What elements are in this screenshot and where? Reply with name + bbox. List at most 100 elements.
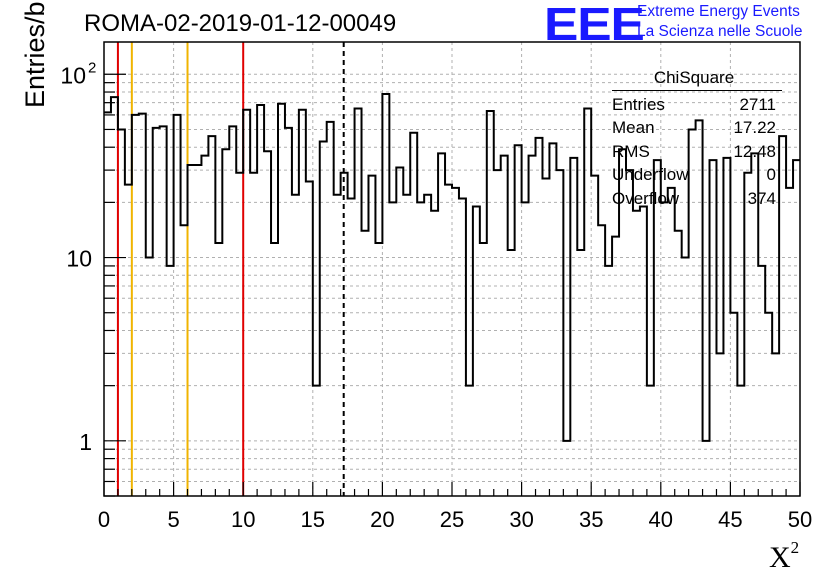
eee-logo: EEE [544, 0, 645, 50]
y-tick-label-exponent: 2 [88, 59, 96, 76]
histogram-bin [250, 173, 257, 496]
histogram-bin [278, 104, 285, 496]
x-tick-label: 20 [370, 507, 394, 532]
histogram-bin [313, 386, 320, 496]
histogram-bin [591, 176, 598, 496]
y-tick-label: 1 [79, 429, 92, 455]
histogram-bin [654, 160, 661, 496]
histogram-bin [292, 195, 299, 496]
histogram-bin [772, 353, 779, 496]
logo-line-2: La Scienza nelle Scuole [637, 23, 803, 40]
histogram-bin [382, 94, 389, 496]
axis-ticks [103, 73, 801, 497]
stats-row-mean: Mean 17.22 [612, 118, 776, 137]
histogram-bin [396, 167, 403, 496]
histogram-bin [243, 110, 250, 496]
histogram-bin [501, 156, 508, 496]
histogram-bin [285, 128, 292, 496]
histogram-bin [389, 202, 396, 496]
histogram-bin [786, 188, 793, 496]
histogram-bin [675, 231, 682, 496]
histogram-bin [549, 143, 556, 496]
histogram-bin [334, 195, 341, 496]
histogram-bin [181, 225, 188, 496]
histogram-bin [466, 386, 473, 496]
histogram-bin [368, 176, 375, 496]
stats-box: ChiSquare Entries 2711 Mean 17.22 RMS 12.48… [612, 66, 782, 210]
histogram-bin [647, 386, 654, 496]
histogram-bin [348, 198, 355, 496]
x-tick-label: 30 [509, 507, 533, 532]
histogram-bin [327, 122, 334, 496]
histogram-bin [459, 198, 466, 496]
histogram-bin [487, 111, 494, 496]
grid [104, 42, 800, 497]
histogram-bin [584, 109, 591, 496]
histogram-bin [480, 243, 487, 496]
histogram-bin [153, 128, 160, 496]
histogram-bin [160, 126, 167, 496]
histogram-bin [424, 195, 431, 496]
histogram-bin [375, 243, 382, 496]
histogram-bin [556, 170, 563, 496]
stats-row-entries: Entries 2711 [612, 94, 776, 114]
histogram-bin [668, 188, 675, 496]
histogram-bin [633, 211, 640, 496]
histogram-bin [362, 231, 369, 496]
histogram-bin [640, 206, 647, 496]
histogram-bin [125, 185, 132, 496]
histogram-bin [229, 126, 236, 496]
histogram-bin [167, 266, 174, 496]
histogram-bin [682, 258, 689, 496]
histogram-bin [208, 136, 215, 496]
chart-title: ROMA-02-2019-01-12-00049 [84, 10, 397, 37]
histogram-bin [257, 105, 264, 496]
histogram-bin [215, 243, 222, 496]
histogram-bin [710, 160, 717, 496]
histogram-bin [758, 266, 765, 496]
histogram-bin [744, 173, 751, 496]
histogram-bin [529, 156, 536, 496]
histogram-bin [264, 151, 271, 496]
histogram-bin [536, 138, 543, 496]
x-tick-label: 0 [98, 507, 110, 532]
histogram-bin [320, 141, 327, 496]
histogram-bin [306, 181, 313, 496]
histogram-bin [452, 188, 459, 496]
histogram-bin [626, 170, 633, 496]
histogram-bin [563, 441, 570, 496]
histogram-bin [508, 250, 515, 496]
histogram-bin [598, 225, 605, 496]
histogram [104, 93, 800, 496]
histogram-bin [417, 202, 424, 496]
histogram-outline [104, 93, 800, 442]
histogram-bin [605, 266, 612, 496]
histogram-bin [341, 173, 348, 496]
histogram-bin [410, 133, 417, 496]
histogram-bin [661, 202, 668, 496]
histogram-bin [445, 185, 452, 496]
histogram-bin [473, 206, 480, 496]
histogram-bin [355, 109, 362, 496]
histogram-bin [299, 110, 306, 496]
y-tick-label: 10 [66, 246, 92, 272]
x-tick-label: 45 [718, 507, 742, 532]
histogram-bin [765, 313, 772, 496]
histogram-bin [403, 195, 410, 496]
x-tick-label: 50 [788, 507, 812, 532]
x-tick-label: 40 [649, 507, 673, 532]
x-tick-label: 15 [301, 507, 325, 532]
histogram-bin [730, 313, 737, 496]
stats-row-underflow: Underflow 0 [612, 165, 776, 184]
histogram-bin [188, 165, 195, 496]
histogram-bin [494, 170, 501, 496]
logo-line-1: Extreme Energy Events [637, 3, 800, 20]
histogram-bin [737, 386, 744, 496]
histogram-bin [570, 158, 577, 496]
histogram-bin [111, 97, 118, 496]
histogram-bin [139, 114, 146, 496]
x-axis-label: X2 [769, 538, 800, 574]
histogram-bin [716, 353, 723, 496]
